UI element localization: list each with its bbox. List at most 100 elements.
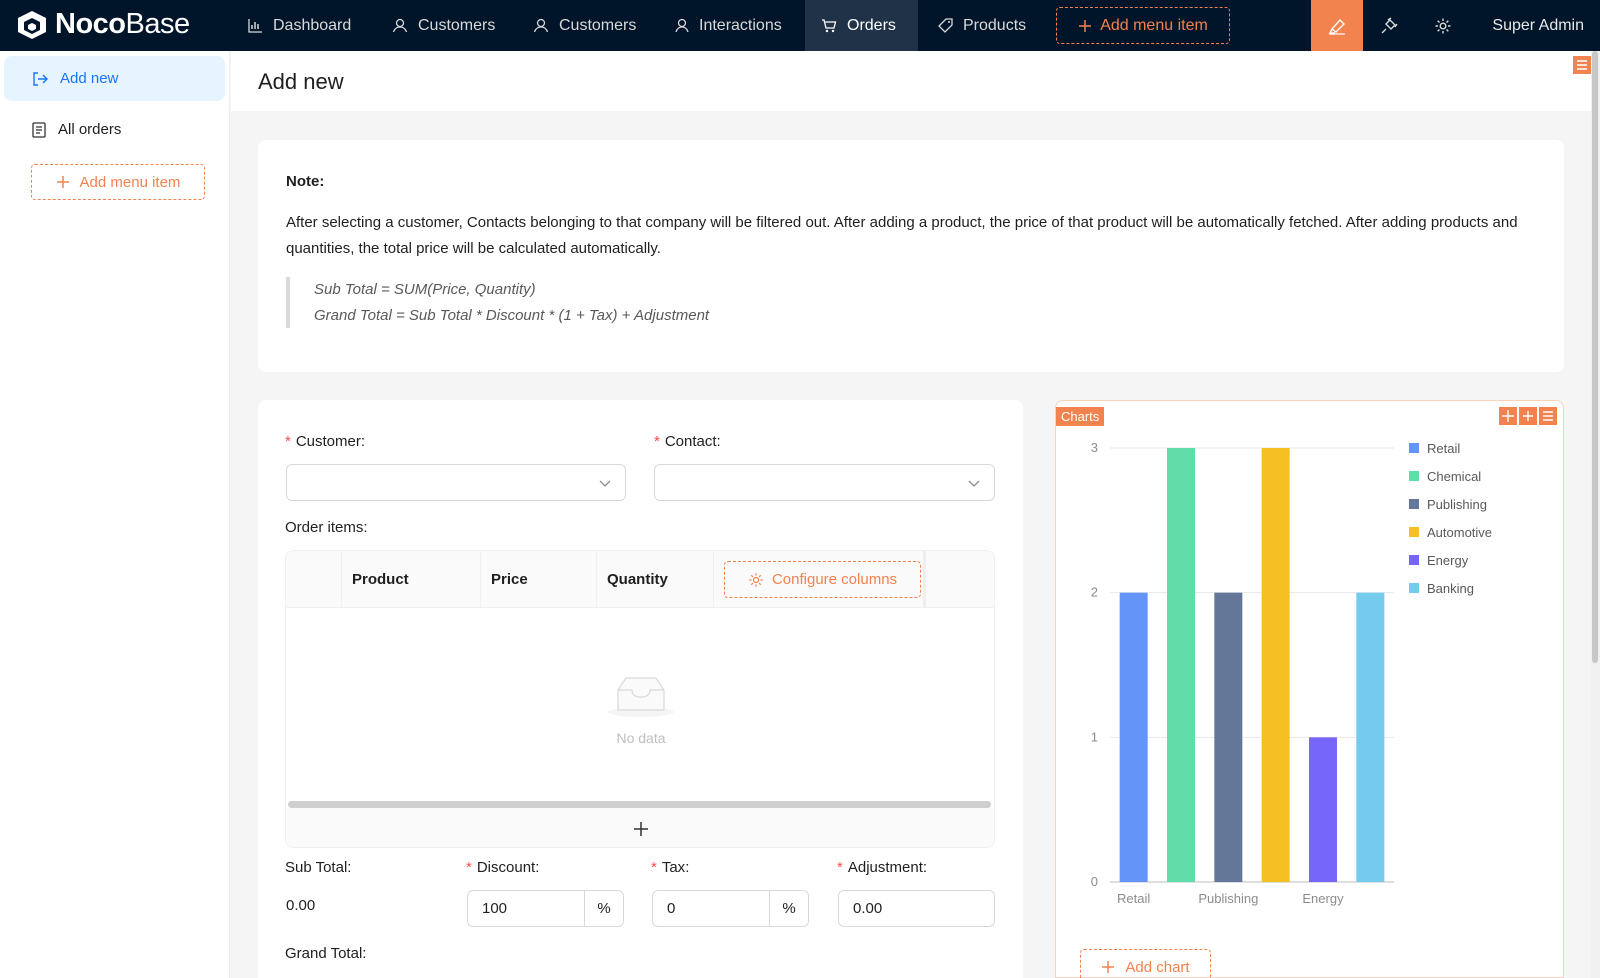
contact-select[interactable] [654,464,995,501]
y-tick-label: 3 [1091,440,1098,455]
bar-energy [1309,737,1337,882]
user-icon [675,18,689,33]
configure-columns-label: Configure columns [771,571,898,588]
nav-customers-2[interactable]: Customers [517,0,652,51]
column-header-product[interactable]: Product [342,551,481,608]
formula-quote: Sub Total = SUM(Price, Quantity) Grand T… [286,277,709,328]
note-card: Note: After selecting a customer, Contac… [258,140,1564,372]
y-tick-label: 1 [1091,729,1098,744]
nav-customers[interactable]: Customers [376,0,511,51]
tax-unit: % [769,891,808,926]
nav-interactions[interactable]: Interactions [659,0,798,51]
add-menu-item-button[interactable]: Add menu item [1056,7,1230,44]
legend-marker [1409,499,1419,509]
page-settings-button[interactable] [1573,56,1591,74]
bar-automotive [1261,448,1290,882]
cart-icon [822,19,837,33]
add-block-button[interactable] [1519,407,1537,425]
highlight-icon [1328,18,1345,35]
discount-input[interactable]: 100 % [467,890,624,927]
y-tick-label: 2 [1091,585,1098,600]
y-tick-label: 0 [1091,874,1098,889]
bar-banking [1356,592,1385,882]
chevron-down-icon [599,480,611,487]
ui-editor-toggle[interactable] [1311,0,1363,51]
legend-label: Energy [1427,553,1469,568]
table-horizontal-scrollbar[interactable] [288,801,991,808]
tax-input[interactable]: 0 % [652,890,809,927]
sidebar-add-menu-item-label: Add menu item [79,173,181,191]
legend-label: Chemical [1427,469,1481,484]
nav-products-label: Products [963,16,1027,34]
logo-text-bold: Noco [55,8,126,40]
add-row-button[interactable] [286,808,994,847]
column-header-price[interactable]: Price [481,551,597,608]
user-icon [392,18,408,33]
sidebar-item-all-orders[interactable]: All orders [4,107,225,152]
drag-icon [1502,410,1514,422]
empty-text: No data [616,730,666,746]
nav-orders[interactable]: Orders [805,0,918,51]
page-scrollbar[interactable] [1591,51,1600,978]
adjustment-input[interactable]: 0.00 [838,890,995,927]
block-menu-button[interactable] [1539,407,1557,425]
bar-publishing [1214,592,1243,882]
file-text-icon [32,121,46,138]
user-name: Super Admin [1492,16,1584,34]
sidebar-item-all-orders-label: All orders [58,121,122,138]
nav-products[interactable]: Products [922,0,1042,51]
column-header-actions: Configure columns [714,551,926,608]
note-title: Note: [286,173,325,190]
page-title: Add new [258,69,344,94]
legend-marker [1409,471,1419,481]
nav-dashboard[interactable]: Dashboard [232,0,367,51]
legend-marker [1409,583,1419,593]
nav-customers-2-label: Customers [559,16,637,34]
user-menu[interactable]: Super Admin [1492,0,1584,51]
nav-customers-label: Customers [418,16,496,34]
legend-marker [1409,443,1419,453]
discount-label: * Discount: [466,859,540,876]
nav-orders-label: Orders [847,16,896,34]
bar-retail [1119,592,1148,882]
plus-icon [1079,19,1092,32]
chart-toolbar [1499,407,1557,425]
page-scrollbar-thumb[interactable] [1592,51,1598,663]
legend-marker [1409,527,1419,537]
legend-label: Banking [1427,581,1474,596]
table-empty-state: No data [286,608,994,808]
x-tick-label: Retail [1117,891,1150,906]
add-chart-button[interactable]: Add chart [1080,949,1211,978]
plus-icon [1523,411,1533,421]
gear-icon [1435,18,1451,33]
plus-icon [1102,961,1115,973]
sidebar: Add new All orders Add menu item [0,51,230,978]
note-body: After selecting a customer, Contacts bel… [286,214,1518,257]
nocobase-logo[interactable]: NocoBase [15,8,190,41]
legend-label: Publishing [1427,497,1487,512]
subtotal-value: 0.00 [286,897,316,914]
add-menu-item-label: Add menu item [1100,16,1208,34]
logo-text-thin: Base [125,8,191,40]
drag-handle-button[interactable] [1499,407,1517,425]
tag-icon [938,18,953,33]
column-header-quantity[interactable]: Quantity [597,551,714,608]
sidebar-add-menu-item-button[interactable]: Add menu item [31,164,205,200]
settings-button[interactable] [1417,0,1469,51]
contact-label: * Contact: [654,433,721,450]
sidebar-item-add-new[interactable]: Add new [4,56,225,101]
order-items-table: Product Price Quantity Configure columns… [285,550,995,848]
empty-box-icon [608,677,674,717]
charts-block: Charts 0 1 2 3 Retail Publishing Energy Retail C… [1055,400,1564,978]
sidebar-item-add-new-label: Add new [60,70,119,87]
x-tick-label: Energy [1302,891,1344,906]
bar-chart-icon [248,19,262,33]
tax-value: 0 [667,900,676,917]
legend-label: Automotive [1427,525,1492,540]
order-form-card: * Customer: * Contact: Order items: Produc… [258,400,1023,978]
nav-interactions-label: Interactions [699,16,782,34]
configure-columns-button[interactable]: Configure columns [724,561,921,598]
legend-marker [1409,555,1419,565]
plugin-manager-button[interactable] [1363,0,1415,51]
customer-select[interactable] [286,464,626,501]
